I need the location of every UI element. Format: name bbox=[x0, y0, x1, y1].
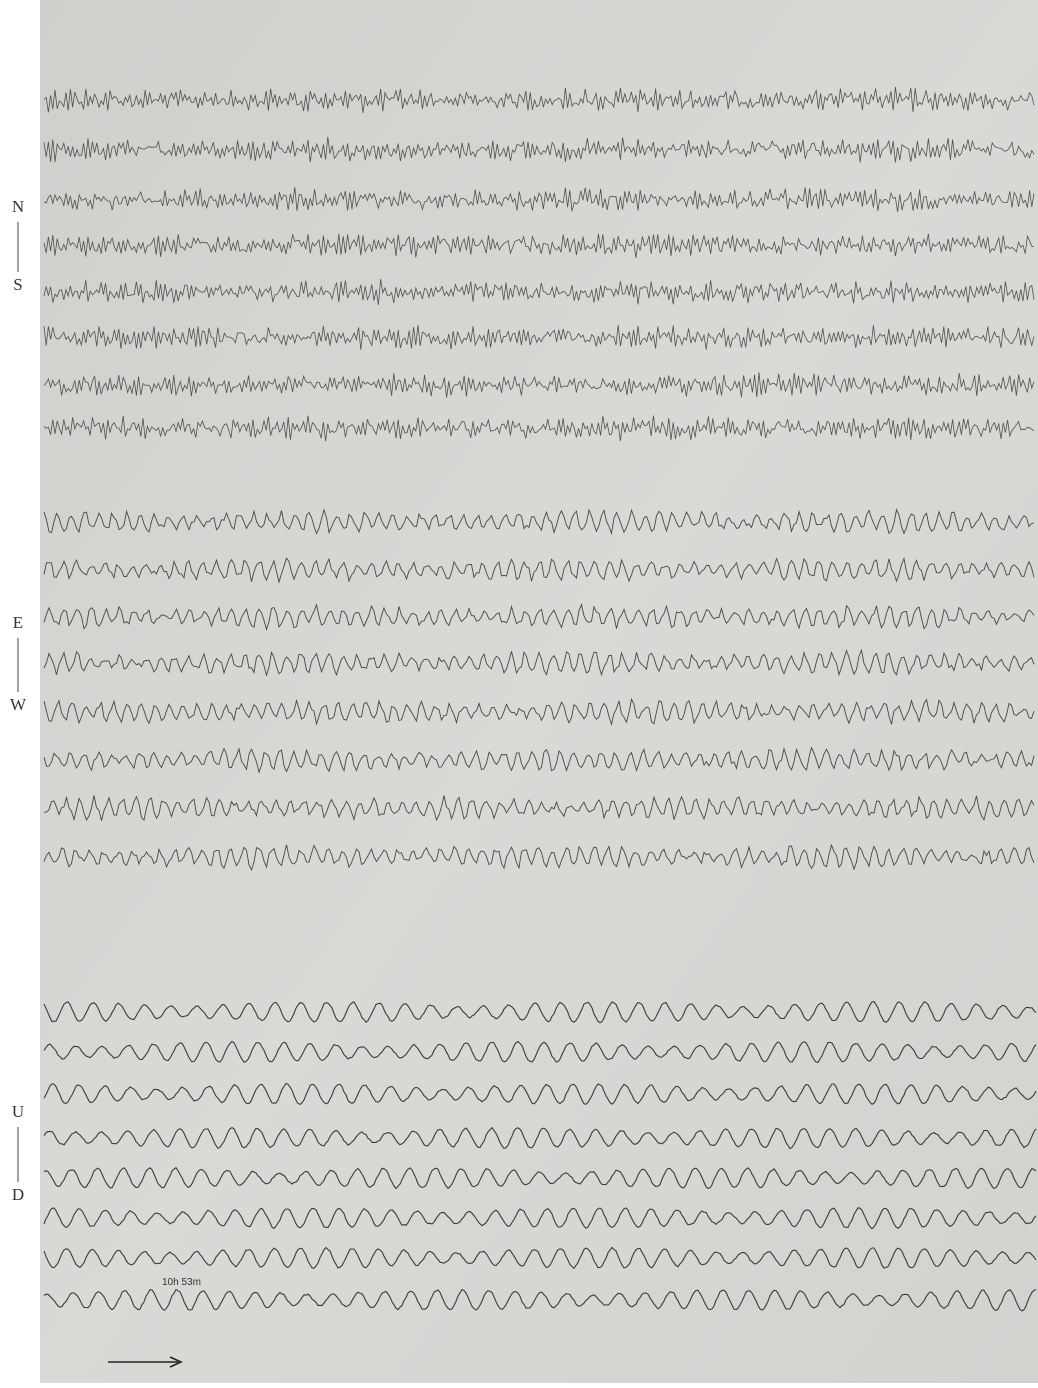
trace bbox=[43, 843, 1035, 872]
trace bbox=[43, 697, 1035, 727]
trace bbox=[43, 86, 1035, 113]
trace bbox=[43, 648, 1035, 677]
trace bbox=[43, 1246, 1037, 1270]
trace-group bbox=[43, 86, 1037, 1312]
component-label-ew: E W bbox=[10, 613, 27, 714]
trace bbox=[43, 233, 1035, 258]
trace bbox=[43, 324, 1035, 350]
trace bbox=[43, 1207, 1037, 1230]
component-label-ud: U D bbox=[12, 1102, 24, 1204]
label-bottom: D bbox=[12, 1185, 24, 1204]
trace bbox=[43, 136, 1035, 163]
trace bbox=[43, 1126, 1037, 1150]
component-label-ns: N S bbox=[12, 197, 24, 294]
trace bbox=[43, 186, 1035, 212]
trace bbox=[43, 1082, 1037, 1106]
trace bbox=[43, 1288, 1037, 1312]
trace bbox=[43, 746, 1035, 774]
trace bbox=[43, 557, 1035, 584]
trace bbox=[43, 372, 1035, 398]
trace bbox=[43, 415, 1035, 442]
label-top: N bbox=[12, 197, 24, 216]
trace bbox=[43, 1040, 1037, 1064]
trace bbox=[43, 795, 1035, 822]
label-bottom: W bbox=[10, 695, 27, 714]
trace bbox=[43, 508, 1035, 536]
label-bottom: S bbox=[13, 275, 22, 294]
timestamp: 10h 53m bbox=[162, 1277, 201, 1288]
label-top: E bbox=[13, 613, 23, 632]
trace bbox=[43, 1000, 1037, 1024]
record-sheet bbox=[40, 0, 1038, 1383]
direction-arrow bbox=[108, 1356, 183, 1368]
trace bbox=[43, 602, 1035, 631]
trace bbox=[43, 1166, 1037, 1190]
label-top: U bbox=[12, 1102, 24, 1121]
trace bbox=[43, 279, 1035, 305]
